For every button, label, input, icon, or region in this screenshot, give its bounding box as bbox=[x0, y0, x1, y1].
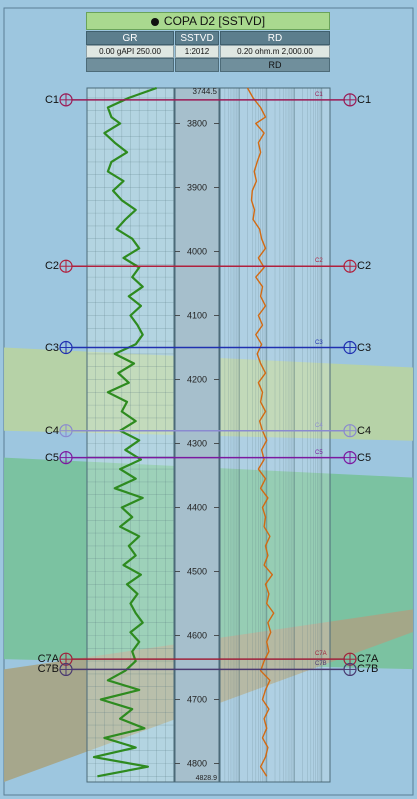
marker-pick-label: C3 bbox=[315, 339, 323, 346]
marker-pick-label: C7A bbox=[315, 651, 327, 658]
depth-sub-header bbox=[175, 58, 219, 72]
marker-label-right[interactable]: C7A bbox=[357, 653, 379, 666]
rd-sub-label: RD bbox=[268, 60, 282, 70]
depth-track bbox=[174, 87, 220, 783]
marker-label-right[interactable]: C4 bbox=[357, 424, 372, 437]
marker-pick-label: C5 bbox=[315, 449, 323, 456]
depth-top-label: 3744.5 bbox=[193, 87, 218, 96]
rd-track-header[interactable]: RD bbox=[220, 31, 330, 45]
marker-pick-label: C4 bbox=[315, 422, 323, 429]
rd-scale-min: 0.20 bbox=[237, 47, 253, 56]
marker-label-right[interactable]: C3 bbox=[357, 341, 372, 354]
depth-tick-label: 4200 bbox=[187, 375, 207, 385]
gr-track-header[interactable]: GR bbox=[86, 31, 174, 45]
depth-tick-label: 4700 bbox=[187, 695, 207, 705]
depth-bottom-label: 4828.9 bbox=[196, 775, 218, 782]
marker-label-left[interactable]: C4 bbox=[44, 424, 59, 437]
rd-track-name: RD bbox=[267, 33, 283, 44]
depth-tick-label: 4400 bbox=[187, 503, 207, 513]
depth-track-header[interactable]: SSTVD bbox=[175, 31, 219, 45]
marker-pick-label: C1 bbox=[315, 91, 323, 98]
marker-label-right[interactable]: C5 bbox=[357, 451, 372, 464]
marker-label-left[interactable]: C5 bbox=[44, 451, 59, 464]
depth-scale: 1:2012 bbox=[184, 47, 210, 56]
rd-sub-header: RD bbox=[220, 58, 330, 72]
depth-scale-header: 1:2012 bbox=[175, 45, 219, 58]
depth-track-name: SSTVD bbox=[180, 33, 214, 44]
marker-label-left[interactable]: C2 bbox=[44, 260, 59, 273]
marker-label-left[interactable]: C3 bbox=[44, 341, 59, 354]
well-status-dot-icon bbox=[150, 17, 159, 26]
gr-scale-header: 0.00 gAPI 250.00 bbox=[86, 45, 174, 58]
marker-label-left[interactable]: C1 bbox=[44, 93, 59, 106]
gr-scale-min: 0.00 bbox=[99, 47, 115, 56]
marker-label-right[interactable]: C7B bbox=[357, 663, 379, 676]
depth-tick-label: 4500 bbox=[187, 567, 207, 577]
marker-label-right[interactable]: C1 bbox=[357, 93, 372, 106]
depth-tick-label: 4100 bbox=[187, 311, 207, 321]
rd-scale-unit: ohm.m bbox=[254, 47, 280, 56]
rd-scale-max: 2,000.00 bbox=[281, 47, 313, 56]
depth-tick-label: 3800 bbox=[187, 119, 207, 129]
well-title-bar[interactable]: COPA D2 [SSTVD] bbox=[86, 12, 330, 30]
marker-pick-label: C7B bbox=[315, 661, 327, 668]
depth-tick-label: 3900 bbox=[187, 183, 207, 193]
marker-label-left[interactable]: C7A bbox=[37, 653, 59, 666]
rd-scale-header: 0.20 ohm.m 2,000.00 bbox=[220, 45, 330, 58]
gr-scale-max: 250.00 bbox=[136, 47, 161, 56]
depth-tick-label: 4600 bbox=[187, 631, 207, 641]
depth-tick-label: 4000 bbox=[187, 247, 207, 257]
marker-pick-label: C2 bbox=[315, 258, 323, 265]
depth-tick-label: 4800 bbox=[187, 759, 207, 769]
gr-track-name: GR bbox=[122, 33, 138, 44]
marker-label-right[interactable]: C2 bbox=[357, 260, 372, 273]
gr-scale-unit: gAPI bbox=[116, 47, 135, 56]
marker-label-left[interactable]: C7B bbox=[37, 663, 59, 676]
rd-track bbox=[219, 87, 331, 783]
depth-tick-label: 4300 bbox=[187, 439, 207, 449]
well-title: COPA D2 [SSTVD] bbox=[163, 14, 266, 28]
gr-sub-header bbox=[86, 58, 174, 72]
